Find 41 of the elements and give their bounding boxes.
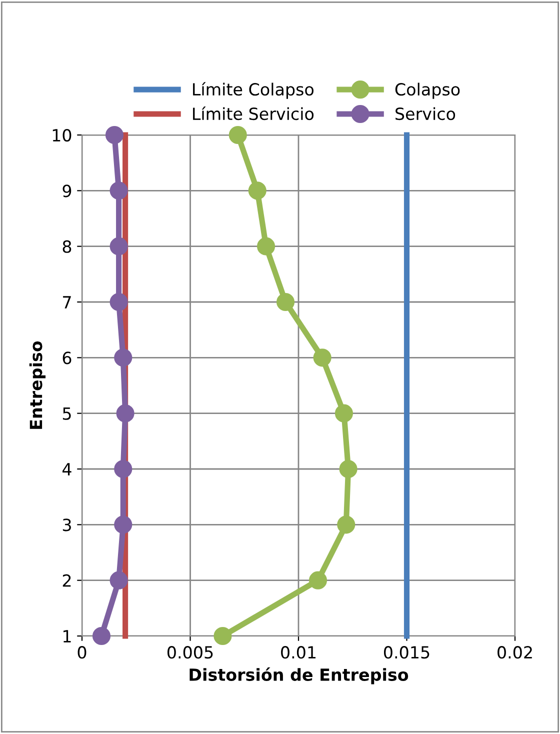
point [339,460,358,478]
y-tick-label: 5 [62,408,71,420]
x-tick-label: 0 [78,646,86,659]
x-tick-label: 0.01 [281,646,316,659]
point [110,292,128,312]
legend-label: Colapso [395,82,460,99]
point [228,126,247,144]
point [114,460,132,478]
y-tick-label: 4 [62,463,72,476]
y-tick-label: 6 [62,352,72,364]
point [114,348,132,367]
point [276,292,295,312]
legend-label: Límite Colapso [193,82,314,99]
y-tick-label: 7 [63,296,71,308]
legend-label: Servico [396,107,456,120]
point [110,571,128,590]
point [214,626,232,646]
point [110,182,128,200]
x-tick-label: 0.02 [498,646,532,659]
point [105,126,124,144]
y-tick-label: 2 [62,574,71,587]
y-tick-label: 8 [62,240,72,253]
y-tick-label: 1 [64,630,71,642]
y-tick-label: 10 [52,128,72,142]
point [308,571,328,590]
point [110,237,128,256]
y-axis-title: Entrepiso [29,341,46,429]
point [334,404,353,422]
legend-label: Límite Servicio [193,106,314,120]
point [114,516,132,534]
point [256,237,276,256]
point [92,626,111,646]
y-tick-label: 9 [62,184,72,198]
point [313,348,332,367]
point [248,182,266,200]
point [337,516,356,534]
point [116,404,134,422]
x-tick-label: 0.005 [167,646,213,659]
x-axis-title: Distorsión de Entrepiso [190,667,408,684]
x-tick-label: 0.015 [384,646,430,659]
y-tick-label: 3 [62,518,71,532]
